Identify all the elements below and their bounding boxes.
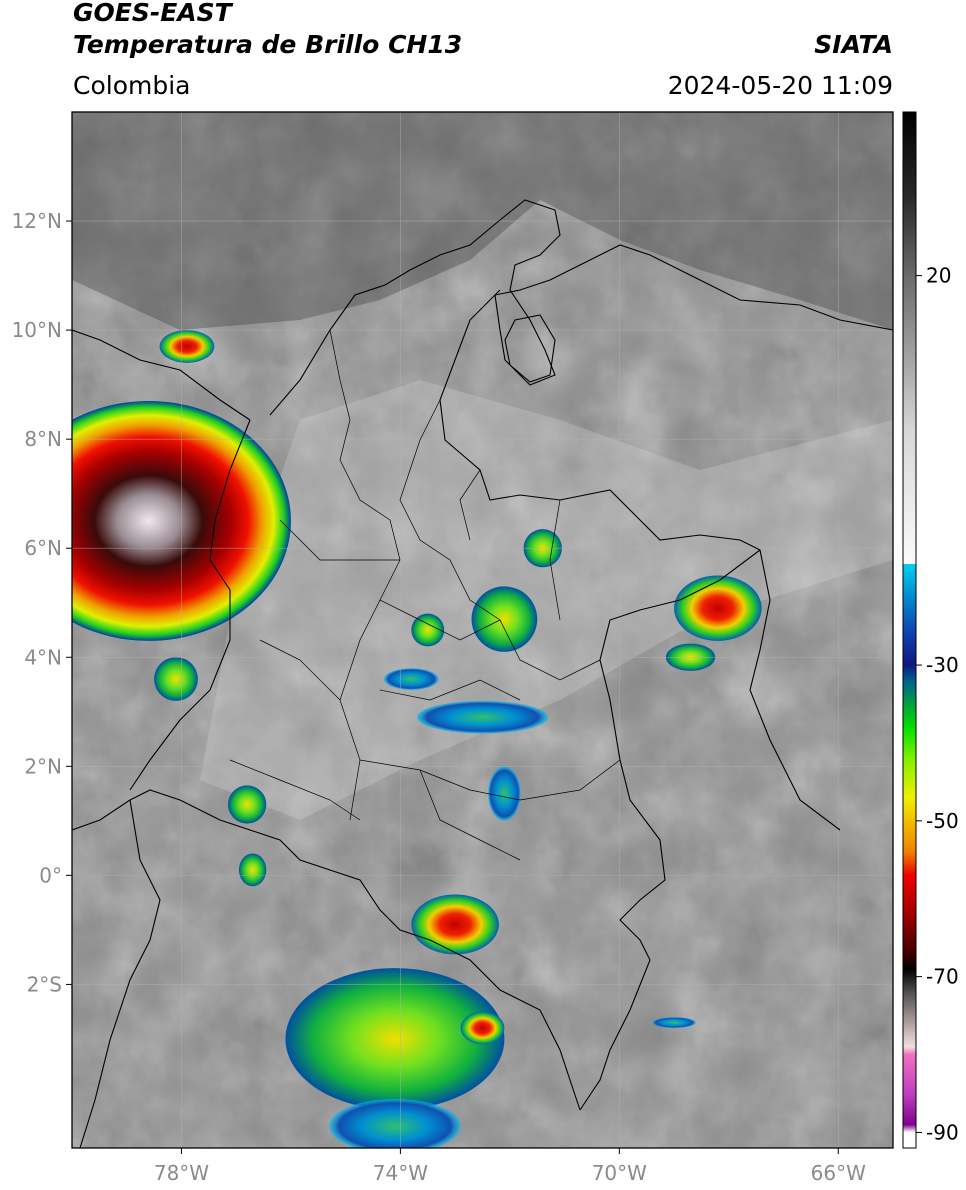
axis-labels: 12°N 10°N 8°N 6°N 4°N 2°N 0° 2°S 78°W 74°W 70°W 66°… [12, 209, 867, 1185]
lon-tick-label: 70°W [592, 1161, 647, 1185]
cloud-cell-weak [329, 1098, 461, 1148]
cloud-cell-moderate [285, 968, 505, 1110]
map-panel [72, 112, 893, 1148]
colorbar-frame [902, 111, 917, 1149]
lon-tick-label: 66°W [811, 1161, 866, 1185]
colorbar-ticks: 20 -30 -50 -70 -90 [916, 264, 959, 1144]
convective-clouds [72, 330, 762, 1148]
lat-tick-label: 8°N [24, 427, 62, 451]
border-panama [72, 329, 251, 421]
colorbar-tick-label: -50 [926, 809, 959, 833]
borders [72, 199, 893, 1148]
lon-tick-label: 74°W [373, 1161, 428, 1185]
cloud-cell-moderate [411, 613, 445, 647]
cloud-cell-moderate [238, 853, 267, 887]
satellite-title: GOES-EAST [73, 0, 232, 27]
cloud-cell-weak [652, 1017, 696, 1029]
cloud-cell-strong [460, 1011, 505, 1045]
region-label: Colombia [73, 71, 191, 100]
lake-maracaibo [504, 314, 556, 383]
colorbar-gradient [903, 112, 916, 1148]
cloud-cell-weak [416, 700, 549, 734]
source-label: SIATA [814, 30, 893, 59]
cloud-cell-moderate [227, 785, 267, 824]
cloud-cell-weak [383, 668, 439, 690]
colorbar-tick-label: 20 [926, 264, 951, 288]
border-peru-ecuador [79, 799, 161, 1148]
colorbar-tick-label: -30 [926, 653, 959, 677]
lat-tick-label: 2°S [27, 972, 62, 996]
border-colombia-peru-ecuador [72, 789, 581, 1111]
cloud-cell-strong [411, 894, 499, 955]
colorbar-tick-label: -70 [926, 965, 959, 989]
map-frame [71, 111, 894, 1149]
cloud-cell-weak [487, 766, 521, 821]
coastline-caribbean [269, 199, 893, 416]
lat-tick-label: 2°N [24, 754, 62, 778]
product-title: Temperatura de Brillo CH13 [73, 30, 463, 59]
department-borders [229, 329, 621, 861]
colorbar-tick-label: -90 [926, 1120, 959, 1144]
cloud-cell-moderate [471, 586, 538, 652]
colorbar: 20 -30 -50 -70 -90 [902, 111, 959, 1149]
lon-tick-label: 78°W [154, 1161, 209, 1185]
graticule [72, 112, 893, 1148]
cloud-band [200, 380, 893, 820]
lat-tick-label: 12°N [12, 209, 62, 233]
cloud-cell-moderate [154, 657, 198, 701]
lat-tick-label: 0° [39, 863, 62, 887]
cloud-cell-strong [674, 575, 762, 641]
cloud-cell-strong [159, 330, 215, 363]
lat-tick-label: 6°N [24, 536, 62, 560]
border-colombia-venezuela [439, 289, 841, 831]
datetime-label: 2024-05-20 11:09 [667, 71, 893, 100]
lat-tick-label: 4°N [24, 645, 62, 669]
coastline-pacific [129, 419, 251, 791]
border-colombia-brazil [579, 549, 761, 1111]
lat-tick-label: 10°N [12, 318, 62, 342]
